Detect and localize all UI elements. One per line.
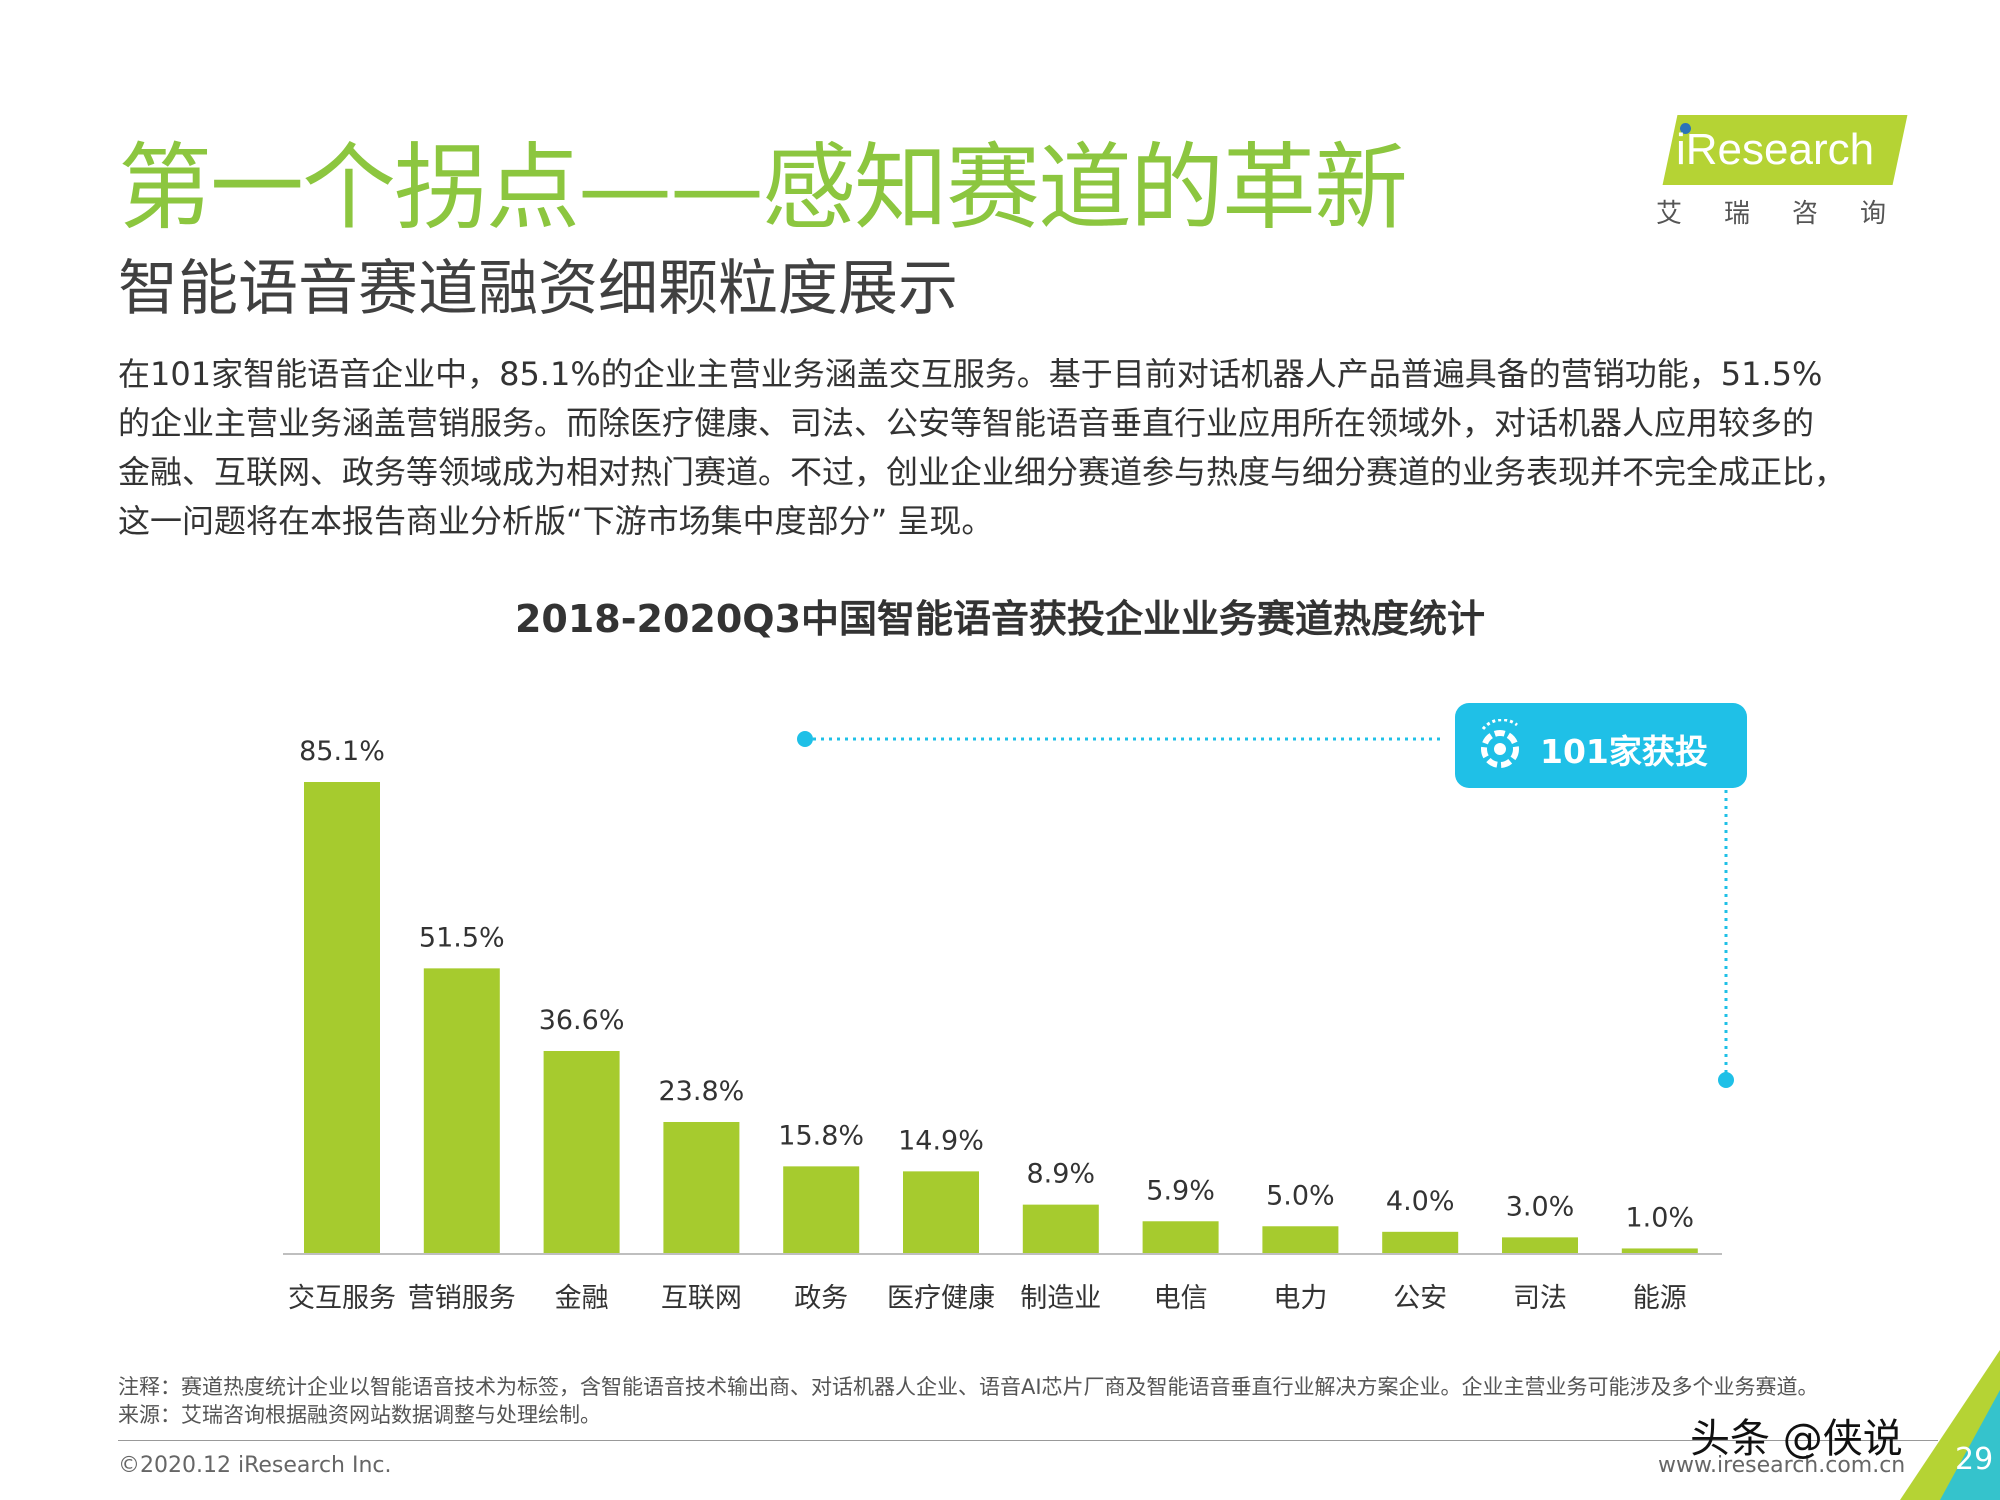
bar-4 [783, 1166, 860, 1254]
watermark-text: 头条 @侠说 [1690, 1416, 1903, 1462]
body-line: 金融、互联网、政务等领域成为相对热门赛道。不过，创业企业细分赛道参与热度与细分赛… [118, 453, 1847, 491]
chart-title: 2018-2020Q3中国智能语音获投企业业务赛道热度统计 [514, 597, 1486, 641]
bar-0 [304, 782, 380, 1254]
iresearch-logo: iResearch 艾瑞咨询 [1650, 105, 1910, 230]
bar-11 [1621, 1248, 1698, 1254]
value-label-3: 23.8% [659, 1076, 745, 1107]
value-label-11: 1.0% [1625, 1202, 1694, 1233]
category-label-3: 互联网 [661, 1283, 742, 1314]
logo-cn-text: 艾瑞咨询 [1656, 199, 1929, 229]
connector-start-dot [797, 731, 813, 747]
value-label-2: 36.6% [539, 1005, 625, 1036]
connector-end-dot [1718, 1072, 1734, 1088]
category-label-8: 电力 [1273, 1283, 1327, 1314]
logo-dot-icon [1680, 123, 1691, 134]
bar-5 [903, 1171, 979, 1254]
body-paragraph: 在101家智能语音企业中，85.1%的企业主营业务涵盖交互服务。基于目前对话机器… [118, 350, 1908, 546]
website-text: www.iresearch.com.cn [1658, 1453, 1906, 1478]
category-label-2: 金融 [555, 1283, 609, 1314]
bar-2 [543, 1051, 620, 1254]
sub-title: 智能语音赛道融资细颗粒度展示 [118, 254, 958, 324]
copyright-text: ©2020.12 iResearch Inc. [118, 1453, 392, 1478]
bar-1 [423, 968, 500, 1254]
value-label-5: 14.9% [898, 1125, 984, 1156]
logo-text: iResearch [1676, 125, 1875, 174]
bar-8 [1262, 1226, 1339, 1254]
investment-badge: 101家获投 [1455, 703, 1747, 788]
bars-group [304, 782, 1698, 1254]
body-line: 在101家智能语音企业中，85.1%的企业主营业务涵盖交互服务。基于目前对话机器… [118, 355, 1823, 393]
corner-decoration [1900, 1350, 2000, 1500]
value-label-7: 5.9% [1146, 1175, 1215, 1206]
badge-text: 101家获投 [1540, 732, 1708, 771]
value-label-8: 5.0% [1266, 1180, 1335, 1211]
category-label-9: 公安 [1393, 1283, 1447, 1314]
value-labels-group: 85.1% 51.5% 36.6% 23.8% 15.8% 14.9% 8.9% 5.9% 5.… [299, 736, 1694, 1233]
badge-connector [797, 731, 1734, 1088]
value-label-0: 85.1% [299, 736, 385, 767]
category-label-10: 司法 [1513, 1283, 1567, 1314]
bar-10 [1502, 1237, 1578, 1254]
bar-7 [1142, 1221, 1219, 1254]
value-label-9: 4.0% [1386, 1186, 1455, 1217]
bar-3 [663, 1121, 740, 1254]
category-label-11: 能源 [1633, 1283, 1687, 1314]
value-label-4: 15.8% [778, 1120, 864, 1151]
main-title: 第一个拐点——感知赛道的革新 [118, 134, 1408, 243]
category-labels-group: 交互服务 营销服务 金融 互联网 政务 医疗健康 制造业 电信 电力 公安 司法 能源 [288, 1283, 1687, 1314]
category-label-7: 电信 [1154, 1283, 1208, 1314]
body-line: 的企业主营业务涵盖营销服务。而除医疗健康、司法、公安等智能语音垂直行业应用所在领… [118, 404, 1815, 442]
value-label-10: 3.0% [1506, 1191, 1575, 1222]
signal-icon [1481, 719, 1519, 768]
category-label-0: 交互服务 [288, 1283, 396, 1314]
value-label-6: 8.9% [1026, 1159, 1095, 1190]
footer-divider [118, 1440, 1938, 1441]
page-number: 29 [1955, 1442, 1994, 1477]
value-label-1: 51.5% [419, 922, 505, 953]
body-line: 这一问题将在本报告商业分析版“下游市场集中度部分” 呈现。 [118, 502, 994, 540]
category-label-6: 制造业 [1020, 1283, 1101, 1314]
bar-6 [1022, 1204, 1099, 1254]
bar-9 [1382, 1231, 1459, 1254]
note-text: 注释：赛道热度统计企业以智能语音技术为标签，含智能语音技术输出商、对话机器人企业… [118, 1375, 1819, 1399]
chart-notes: 注释：赛道热度统计企业以智能语音技术为标签，含智能语音技术输出商、对话机器人企业… [118, 1373, 1819, 1429]
category-label-1: 营销服务 [408, 1283, 516, 1314]
category-label-4: 政务 [794, 1283, 848, 1314]
source-text: 来源：艾瑞咨询根据融资网站数据调整与处理绘制。 [118, 1403, 601, 1427]
category-label-5: 医疗健康 [887, 1283, 995, 1314]
